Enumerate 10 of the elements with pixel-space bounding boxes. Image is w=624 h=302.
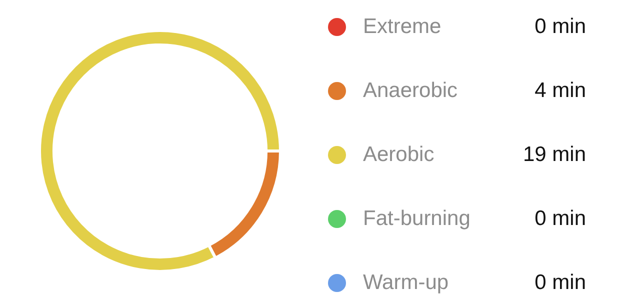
legend-label: Extreme — [363, 15, 442, 39]
data-label: 19 min — [522, 143, 586, 167]
text: 0 min — [534, 271, 586, 294]
data-label: 4 min — [534, 79, 586, 103]
legend-label: Fat-burning — [363, 207, 470, 231]
text: 0 min — [534, 207, 586, 230]
legend-label: Anaerobic — [363, 79, 458, 103]
text: 0 min — [534, 15, 586, 38]
legend-label: Aerobic — [363, 143, 434, 167]
legend-label: Warm-up — [363, 271, 449, 295]
